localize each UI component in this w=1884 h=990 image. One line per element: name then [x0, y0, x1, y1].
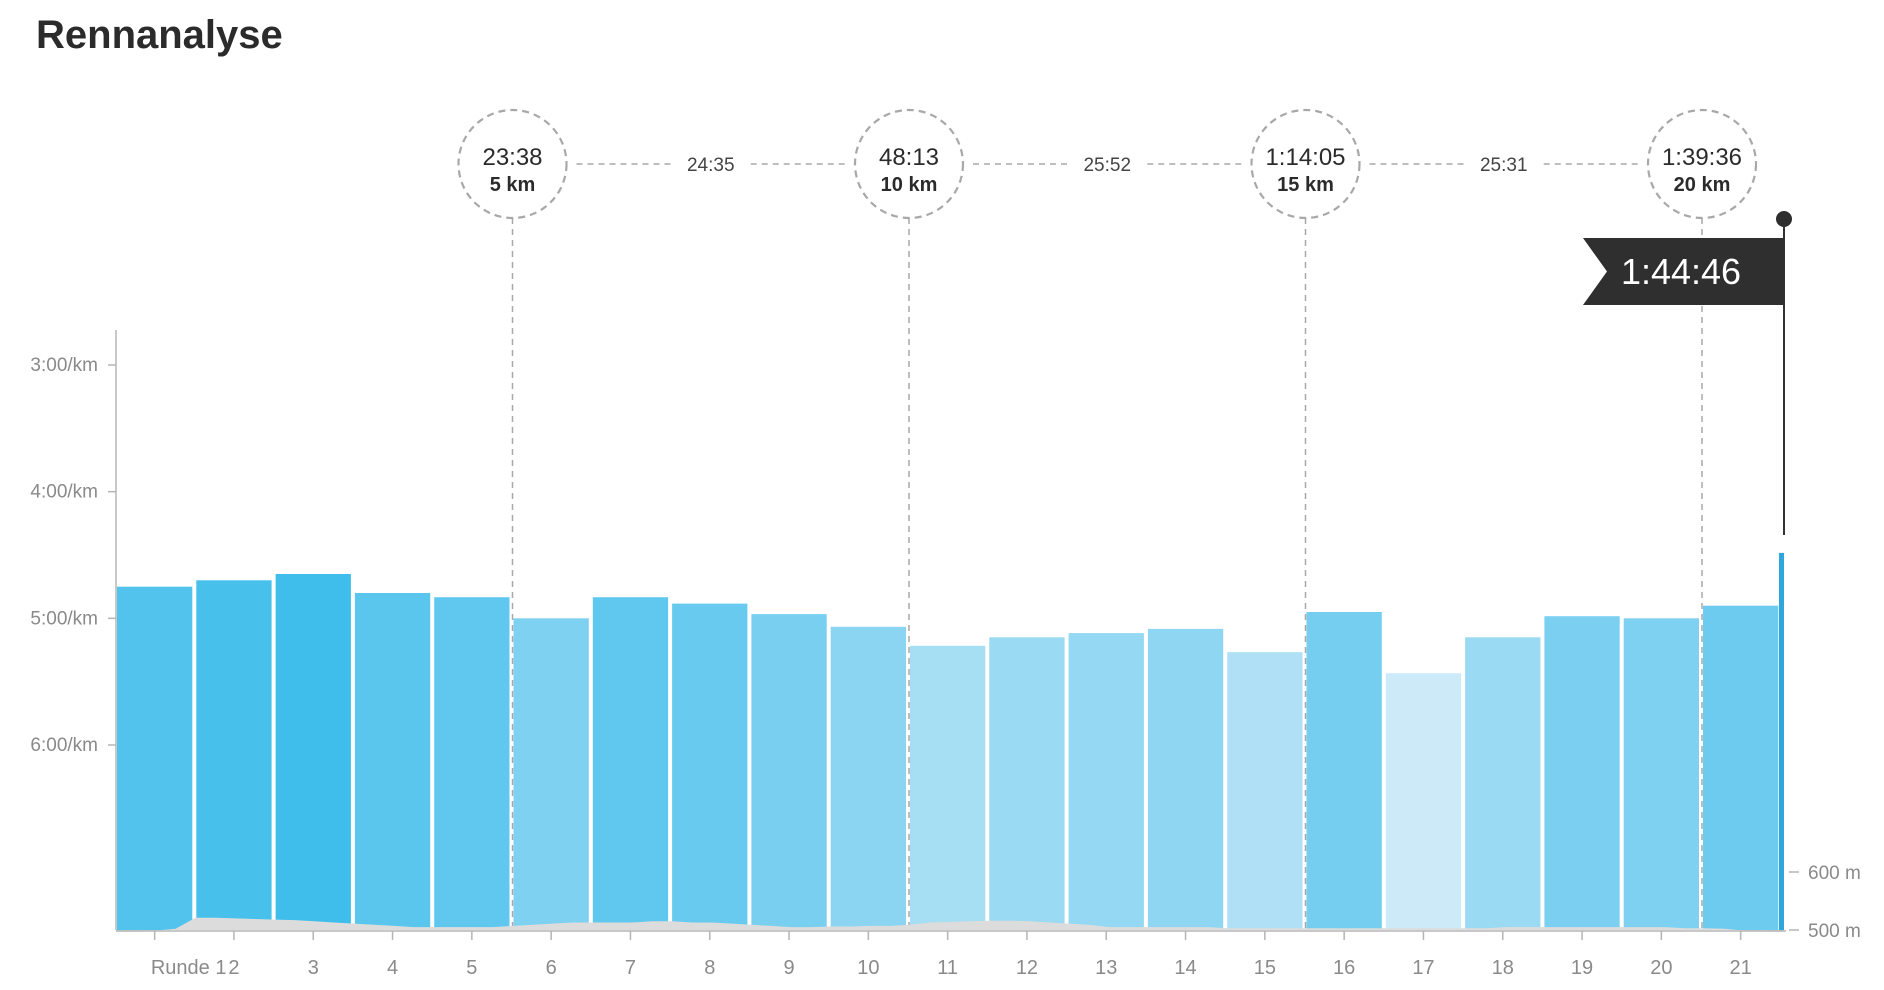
x-tick-label: 20 — [1650, 957, 1672, 979]
split-time: 48:13 — [879, 144, 939, 171]
chart-title: Rennanalyse — [36, 13, 283, 57]
pace-bar-8[interactable] — [672, 603, 748, 930]
pace-bar-13[interactable] — [1068, 633, 1144, 930]
pace-bar-1[interactable] — [117, 586, 193, 930]
finish-time: 1:44:46 — [1621, 251, 1741, 292]
x-tick-label: 10 — [857, 957, 879, 979]
y-axis-ticks: 3:00/km 4:00/km 5:00/km 6:00/km — [30, 355, 116, 756]
x-tick-label: 21 — [1730, 957, 1752, 979]
pace-bar-5[interactable] — [434, 597, 510, 930]
pace-bar-14[interactable] — [1147, 628, 1224, 930]
y-tick-label: 6:00/km — [30, 735, 98, 756]
split-circle[interactable] — [1646, 108, 1758, 220]
pace-bar-19[interactable] — [1544, 616, 1620, 930]
x-tick-label: 17 — [1412, 957, 1434, 979]
split-markers: 23:38 5 km 48:13 10 km 1:14:05 15 km 1:39:36 20… — [457, 108, 1758, 220]
elevation-area — [116, 917, 1784, 932]
pace-bar-2[interactable] — [196, 580, 272, 930]
split-circle[interactable] — [1250, 108, 1361, 220]
x-tick-label: 3 — [308, 957, 319, 979]
x-tick-label: 5 — [466, 957, 477, 979]
split-circle[interactable] — [457, 108, 568, 220]
x-tick-label: 19 — [1571, 957, 1593, 979]
finish-flag-shape — [1583, 238, 1784, 305]
x-tick-label: 15 — [1254, 957, 1276, 979]
pace-bar-15[interactable] — [1227, 652, 1303, 930]
x-tick-label: Runde 1 — [151, 957, 227, 979]
split-circle[interactable] — [853, 108, 965, 220]
x-tick-label: 4 — [387, 957, 398, 979]
pace-bar-11[interactable] — [910, 645, 986, 930]
x-axis-ticks: Runde 1 2 3 4 5 6 7 8 9 10 11 12 13 14 15 16 17 18 19 20 21 — [151, 931, 1752, 979]
y-tick-label: 5:00/km — [30, 608, 98, 629]
x-tick-label: 8 — [704, 957, 715, 979]
y-tick-label: 4:00/km — [30, 482, 98, 503]
elevation-tick-label: 500 m — [1808, 921, 1861, 942]
segment-time: 25:31 — [1480, 155, 1528, 176]
x-tick-label: 18 — [1492, 957, 1514, 979]
pace-bar-12[interactable] — [989, 637, 1065, 930]
elevation-profile — [116, 917, 1784, 932]
pace-bar-20[interactable] — [1623, 618, 1699, 930]
pace-bar-9[interactable] — [751, 614, 827, 930]
x-tick-label: 6 — [546, 957, 557, 979]
pace-bar-7[interactable] — [592, 597, 669, 930]
split-km-label: 20 km — [1674, 174, 1731, 196]
elevation-tick-label: 600 m — [1808, 863, 1861, 884]
pace-bar-last-partial[interactable] — [1779, 552, 1784, 930]
split-time: 1:14:05 — [1265, 144, 1345, 171]
x-tick-label: 2 — [228, 957, 239, 979]
y-tick-label: 3:00/km — [30, 355, 98, 376]
split-time: 23:38 — [482, 144, 542, 171]
pace-bar-21[interactable] — [1703, 605, 1779, 930]
finish-flag[interactable]: 1:44:46 — [1583, 211, 1792, 535]
pace-bar-10[interactable] — [830, 626, 906, 930]
segment-time: 25:52 — [1083, 155, 1131, 176]
split-lines — [511, 218, 1703, 930]
x-tick-label: 13 — [1095, 957, 1117, 979]
x-tick-label: 11 — [937, 957, 958, 979]
split-km-label: 10 km — [881, 174, 938, 196]
x-tick-label: 12 — [1016, 957, 1038, 979]
bars — [117, 552, 1784, 930]
pace-bar-3[interactable] — [275, 574, 351, 930]
x-tick-label: 7 — [625, 957, 636, 979]
x-tick-label: 14 — [1174, 957, 1196, 979]
pace-bar-6[interactable] — [513, 618, 589, 930]
pace-bar-16[interactable] — [1306, 612, 1382, 930]
finish-pole-knob — [1776, 211, 1792, 227]
segment-time: 24:35 — [687, 155, 735, 176]
split-km-label: 5 km — [490, 174, 536, 196]
x-tick-label: 9 — [783, 957, 794, 979]
split-time: 1:39:36 — [1662, 144, 1742, 171]
pace-bar-4[interactable] — [354, 593, 431, 930]
elevation-axis-ticks: 600 m 500 m — [1789, 863, 1861, 942]
axes — [115, 330, 1786, 932]
x-tick-label: 16 — [1333, 957, 1355, 979]
split-km-label: 15 km — [1277, 174, 1334, 196]
pace-bar-18[interactable] — [1465, 637, 1541, 930]
pace-bar-17[interactable] — [1385, 673, 1462, 930]
